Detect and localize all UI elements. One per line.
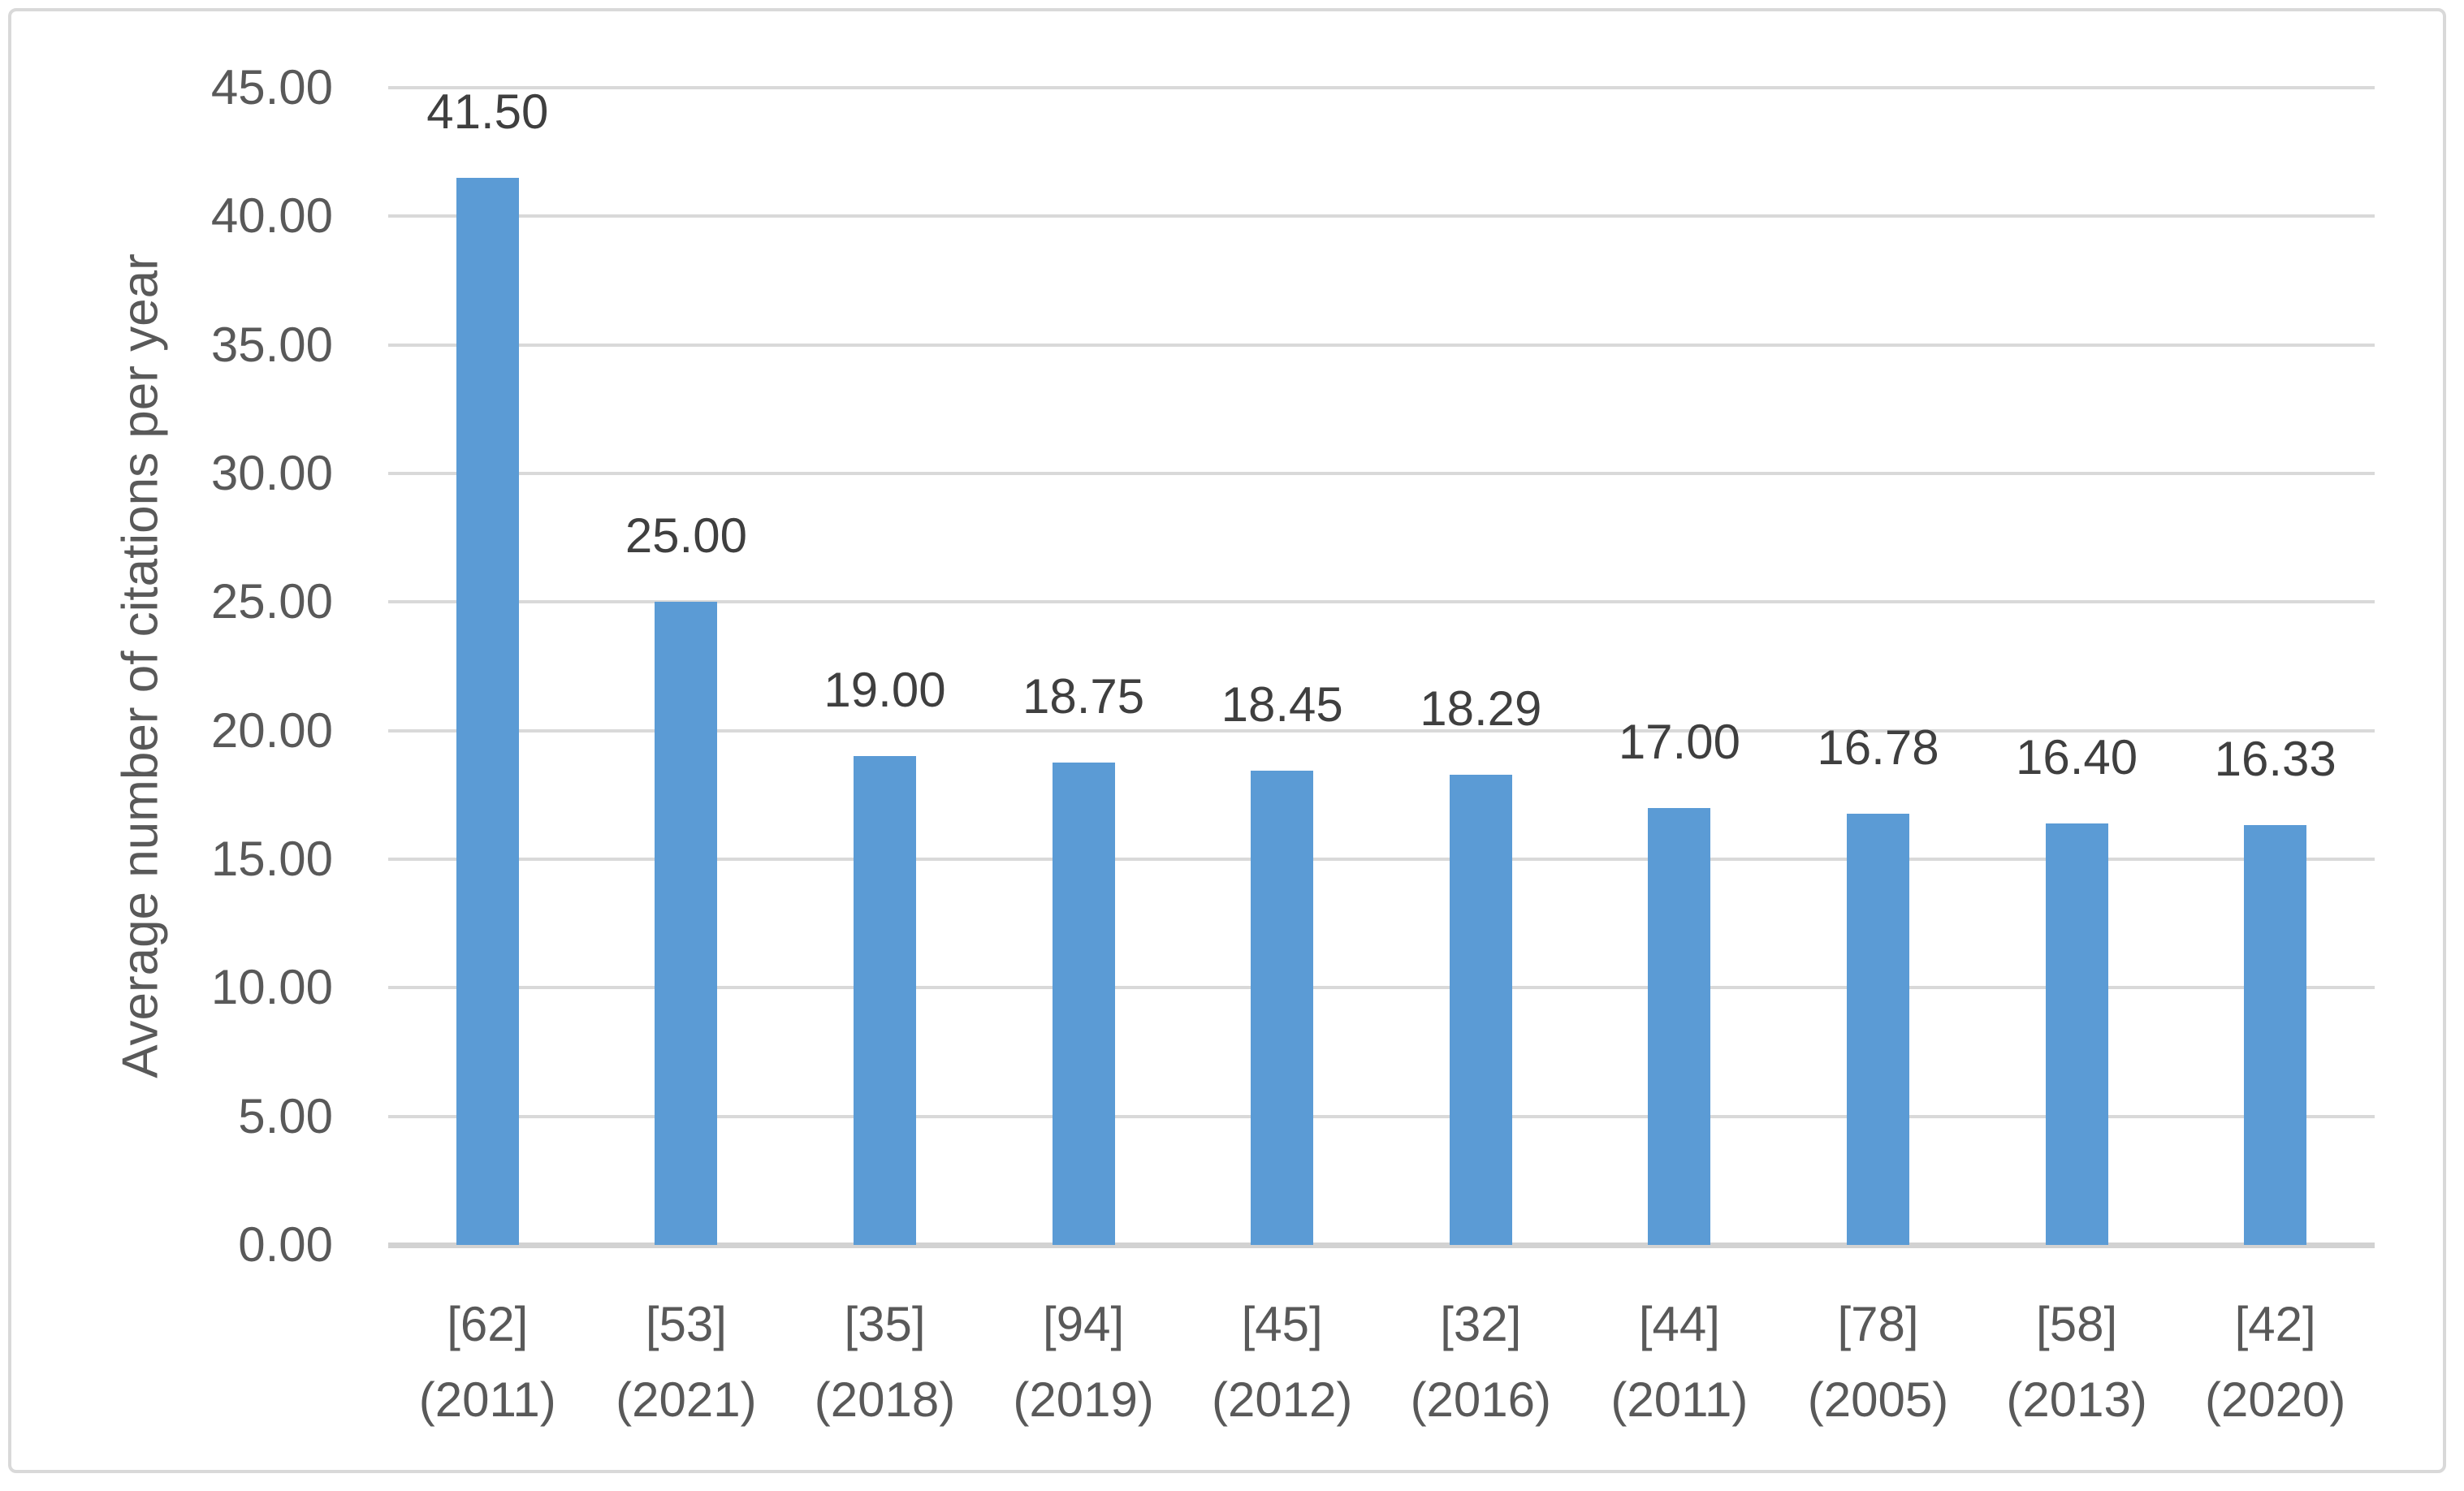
bar-value-label: 18.45 [1221, 676, 1343, 732]
gridline [388, 1114, 2375, 1118]
x-tick-label: [42] (2020) [2204, 1297, 2346, 1427]
gridline [388, 600, 2375, 604]
y-tick-label: 5.00 [238, 1088, 333, 1143]
gridline [388, 858, 2375, 861]
y-tick-label: 15.00 [210, 832, 333, 886]
x-tick-label: [44] (2011) [1610, 1297, 1749, 1427]
x-axis-labels: [62] (2011) [53] (2021) [35] (2018) [94] (2… [388, 1286, 2375, 1457]
bar-value-label: 16.33 [2214, 731, 2336, 786]
bar-value-label: 18.29 [1420, 681, 1542, 736]
bar-value-label: 41.50 [426, 84, 549, 139]
x-tick-label: [35] (2018) [814, 1297, 956, 1427]
bar-value-label: 16.40 [2016, 729, 2138, 784]
bar [1648, 807, 1711, 1245]
gridline [388, 472, 2375, 475]
x-tick-label: [45] (2012) [1211, 1297, 1353, 1427]
x-tick-label: [58] (2013) [2006, 1297, 2147, 1427]
gridline [388, 1242, 2375, 1248]
y-tick-label: 25.00 [210, 574, 333, 629]
y-tick-label: 35.00 [210, 317, 333, 372]
y-tick-label: 45.00 [210, 60, 333, 115]
chart-frame [8, 8, 2446, 1473]
x-tick-label: [94] (2019) [1013, 1297, 1154, 1427]
y-tick-label: 0.00 [238, 1217, 333, 1272]
bar [2045, 823, 2108, 1245]
gridline [388, 728, 2375, 733]
y-tick-label: 40.00 [210, 188, 333, 244]
bar-value-label: 25.00 [625, 508, 747, 564]
x-tick-label: [62] (2011) [418, 1297, 556, 1427]
gridline [388, 86, 2375, 89]
bar-value-label: 16.78 [1817, 720, 1939, 775]
bar-value-label: 17.00 [1618, 714, 1740, 769]
gridline [388, 986, 2375, 990]
bar [1052, 763, 1115, 1245]
bar [1251, 770, 1314, 1245]
gridline [388, 214, 2375, 218]
bar-value-label: 19.00 [823, 663, 946, 718]
bar [2244, 824, 2307, 1245]
y-tick-label: 20.00 [210, 702, 333, 758]
bar-value-label: 18.75 [1022, 669, 1145, 724]
y-tick-label: 10.00 [210, 960, 333, 1015]
x-tick-label: [32] (2016) [1410, 1297, 1552, 1427]
bar [456, 177, 519, 1245]
plot-area: 41.50 25.00 19.00 18.75 18.45 18.29 17.00 16.78… [388, 84, 2375, 1248]
bar [1449, 774, 1512, 1245]
bar [655, 602, 718, 1245]
x-tick-label: [53] (2021) [616, 1297, 757, 1427]
bar [1847, 813, 1909, 1245]
y-tick-label: 30.00 [210, 446, 333, 500]
x-tick-label: [78] (2005) [1807, 1297, 1949, 1427]
bar [854, 756, 916, 1245]
gridline [388, 343, 2375, 347]
